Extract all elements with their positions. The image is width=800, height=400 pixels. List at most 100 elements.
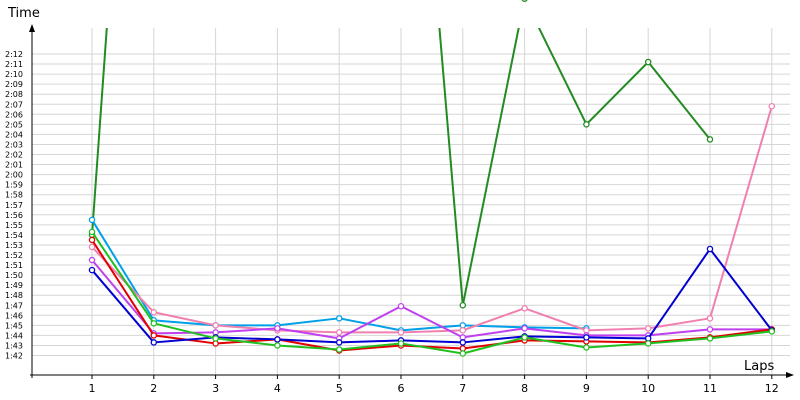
data-point [459, 339, 467, 346]
series-segment [91, 269, 155, 344]
series-segment [537, 28, 588, 126]
data-point [521, 0, 528, 2]
x-tick-label: 4 [274, 382, 281, 395]
y-tick-label: 2:10 [5, 70, 23, 79]
series-segment [523, 339, 588, 343]
series-lines [88, 0, 776, 357]
data-point [150, 332, 158, 339]
y-tick-label: 1:55 [5, 221, 23, 230]
y-tick-label: 1:51 [5, 261, 23, 270]
series-segment [647, 336, 711, 344]
data-point [397, 329, 405, 336]
horizontal-gridlines [32, 53, 790, 356]
series-segment [585, 340, 650, 344]
series-segment [338, 342, 402, 351]
data-point [706, 335, 714, 342]
y-tick-label: 1:56 [5, 211, 23, 220]
axes [29, 24, 794, 378]
x-tick-label: 3 [212, 382, 219, 395]
series-segment [585, 327, 650, 332]
series-segment [152, 319, 217, 327]
y-tick-label: 1:45 [5, 321, 23, 330]
series-segment [709, 328, 773, 339]
y-tick-label: 2:06 [5, 110, 23, 119]
data-point [768, 103, 776, 110]
series-segment [647, 61, 711, 141]
y-tick-label: 1:42 [5, 352, 23, 361]
series-segment [276, 327, 341, 340]
y-tick-label: 1:59 [5, 181, 23, 190]
series-segment [709, 247, 773, 332]
series-segment [214, 336, 279, 341]
x-axis-title: Laps [744, 359, 774, 374]
data-point [88, 236, 96, 244]
series-2 [88, 103, 776, 336]
series-segment [91, 238, 155, 337]
data-point [583, 121, 590, 128]
data-point [706, 326, 714, 333]
data-point [521, 325, 528, 332]
y-tick-label: 2:11 [5, 60, 23, 69]
series-segment [438, 28, 464, 307]
data-point [88, 216, 96, 224]
data-point [274, 336, 281, 343]
data-point [274, 325, 281, 332]
data-point [706, 315, 714, 322]
y-tick-label: 1:48 [5, 291, 23, 300]
x-tick-label: 1 [89, 382, 96, 395]
y-tick-label: 1:58 [5, 191, 23, 200]
series-segment [152, 311, 217, 327]
x-tick-label: 5 [336, 382, 343, 395]
series-segment [400, 324, 464, 332]
data-point [706, 245, 714, 253]
series-segment [647, 317, 711, 330]
series-segment [523, 307, 588, 332]
series-segment [709, 330, 773, 340]
data-point [335, 346, 343, 353]
y-tick-label: 1:47 [5, 301, 23, 310]
y-tick-labels: 1:42 1:431:441:451:461:471:481:491:501:51… [5, 50, 23, 361]
y-tick-label: 1:44 [5, 331, 23, 340]
data-point [644, 58, 652, 66]
data-point [459, 327, 467, 334]
data-point [459, 301, 467, 309]
y-tick-label: 1:43 [5, 341, 23, 350]
x-axis-arrow [786, 372, 794, 378]
series-segment [91, 230, 155, 325]
y-tick-label: 1:49 [5, 281, 23, 290]
series-segment [461, 327, 526, 339]
series-segment [214, 337, 279, 347]
series-segment [338, 339, 402, 344]
x-tick-label: 12 [765, 382, 779, 395]
data-point [768, 328, 776, 335]
data-point [335, 329, 343, 336]
y-tick-label: 2:03 [5, 140, 23, 149]
y-tick-label: 2:04 [5, 130, 23, 139]
y-tick-label: 1:50 [5, 271, 23, 280]
series-segment [461, 307, 526, 332]
y-tick-label: 1:57 [5, 201, 23, 210]
y-tick-label: 2:02 [5, 151, 23, 160]
y-tick-label: 2:07 [5, 100, 23, 109]
y-tick-label: 2:05 [5, 120, 23, 129]
series-segment [523, 327, 588, 337]
data-point [706, 136, 714, 143]
series-segment [585, 61, 650, 126]
series-segment [647, 328, 711, 337]
series-segment [585, 336, 650, 340]
y-tick-label: 1:52 [5, 251, 23, 260]
data-point [212, 335, 219, 342]
series-segment [276, 317, 341, 327]
data-point [644, 325, 652, 332]
series-segment [91, 28, 108, 236]
series-segment [276, 344, 341, 351]
data-point [150, 339, 158, 346]
series-6 [88, 228, 776, 357]
data-point [150, 320, 158, 327]
y-tick-label: 1:46 [5, 311, 23, 320]
series-segment [647, 247, 711, 340]
data-point [583, 344, 590, 351]
data-point [88, 266, 96, 274]
data-point [274, 342, 281, 349]
